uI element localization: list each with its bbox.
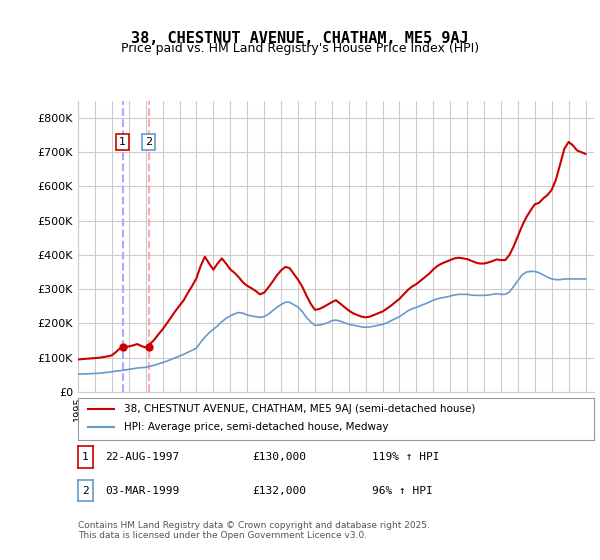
Text: 1: 1 bbox=[119, 137, 126, 147]
Text: 1: 1 bbox=[82, 452, 89, 462]
Text: 03-MAR-1999: 03-MAR-1999 bbox=[105, 486, 179, 496]
Text: 2: 2 bbox=[82, 486, 89, 496]
Text: 38, CHESTNUT AVENUE, CHATHAM, ME5 9AJ: 38, CHESTNUT AVENUE, CHATHAM, ME5 9AJ bbox=[131, 31, 469, 46]
Text: 119% ↑ HPI: 119% ↑ HPI bbox=[372, 452, 439, 462]
Text: £132,000: £132,000 bbox=[252, 486, 306, 496]
Text: 22-AUG-1997: 22-AUG-1997 bbox=[105, 452, 179, 462]
Text: £130,000: £130,000 bbox=[252, 452, 306, 462]
Text: HPI: Average price, semi-detached house, Medway: HPI: Average price, semi-detached house,… bbox=[124, 422, 389, 432]
Text: 38, CHESTNUT AVENUE, CHATHAM, ME5 9AJ (semi-detached house): 38, CHESTNUT AVENUE, CHATHAM, ME5 9AJ (s… bbox=[124, 404, 476, 414]
Text: Price paid vs. HM Land Registry's House Price Index (HPI): Price paid vs. HM Land Registry's House … bbox=[121, 42, 479, 55]
Text: Contains HM Land Registry data © Crown copyright and database right 2025.
This d: Contains HM Land Registry data © Crown c… bbox=[78, 521, 430, 540]
Text: 96% ↑ HPI: 96% ↑ HPI bbox=[372, 486, 433, 496]
Text: 2: 2 bbox=[145, 137, 152, 147]
